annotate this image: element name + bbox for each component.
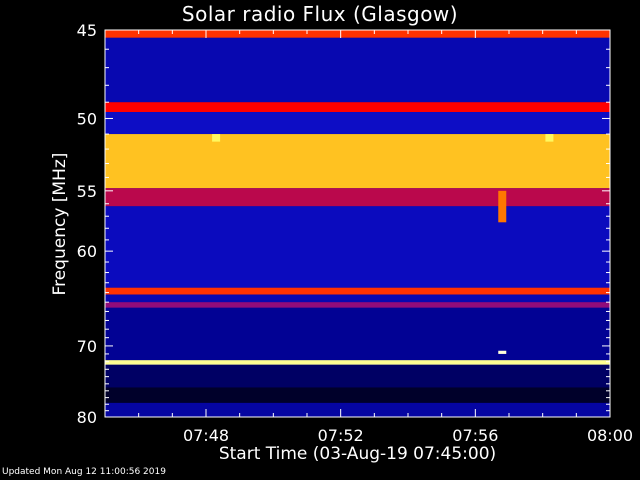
y-tick-label-50: 50 [77, 109, 97, 128]
frequency-band-12 [105, 364, 610, 388]
frequency-band-6 [105, 206, 610, 288]
x-tick-label-07:56: 07:56 [452, 426, 498, 445]
frequency-band-0 [105, 30, 610, 38]
frequency-band-4 [105, 134, 610, 189]
y-tick-label-45: 45 [77, 21, 97, 40]
burst-feature-3 [545, 134, 554, 142]
frequency-band-2 [105, 102, 610, 113]
chart-title: Solar radio Flux (Glasgow) [181, 2, 459, 26]
y-tick-label-70: 70 [77, 337, 97, 356]
frequency-band-14 [105, 402, 610, 417]
y-tick-label-55: 55 [77, 182, 97, 201]
y-axis-label: Frequency [MHz] [50, 152, 70, 296]
heatmap-area [105, 30, 610, 417]
x-tick-label-07:52: 07:52 [318, 426, 364, 445]
y-tick-label-80: 80 [77, 408, 97, 427]
x-tick-label-08:00: 08:00 [587, 426, 633, 445]
burst-feature-1 [498, 350, 507, 354]
x-axis-label: Start Time (03-Aug-19 07:45:00) [218, 444, 497, 464]
frequency-band-11 [105, 360, 610, 365]
frequency-band-1 [105, 37, 610, 103]
frequency-band-7 [105, 287, 610, 295]
x-tick-label-07:48: 07:48 [183, 426, 229, 445]
frequency-band-5 [105, 188, 610, 207]
frequency-band-9 [105, 302, 610, 308]
plot-frame [104, 29, 611, 418]
plot-axes: 45 50 55 60 70 80 07:48 07:52 07:56 08:00 [77, 21, 633, 445]
update-timestamp: Updated Mon Aug 12 11:00:56 2019 [2, 467, 166, 477]
burst-feature-2 [212, 134, 221, 142]
burst-feature-0 [498, 190, 507, 223]
y-tick-label-60: 60 [77, 242, 97, 261]
frequency-band-3 [105, 112, 610, 135]
frequency-band-13 [105, 387, 610, 403]
frequency-band-8 [105, 294, 610, 303]
frequency-band-10 [105, 307, 610, 361]
